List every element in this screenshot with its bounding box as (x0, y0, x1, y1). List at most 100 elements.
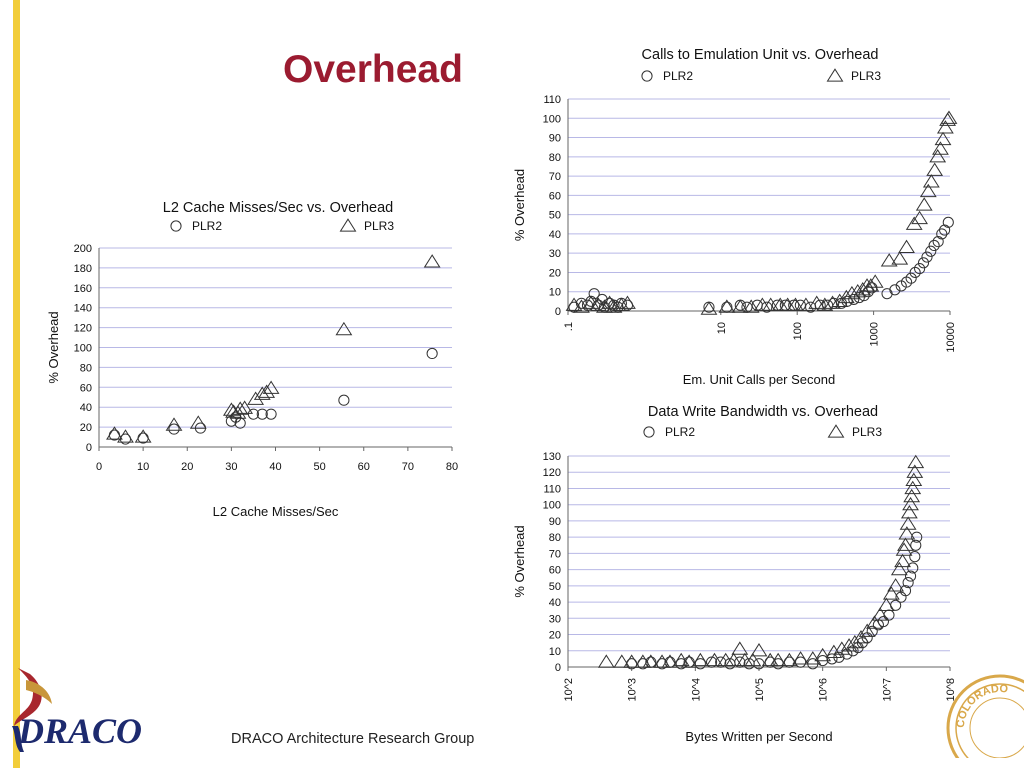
chart-bw-legend-marker-plr2 (643, 426, 655, 438)
chart-bw-point-plr2 (909, 551, 921, 563)
chart-emu-legend-label-plr2: PLR2 (663, 69, 693, 83)
chart-emu-ylabel: % Overhead (512, 169, 527, 241)
chart-bw-point-plr2 (910, 539, 922, 551)
chart-bw-point-plr3 (706, 652, 723, 667)
chart-emu-point-plr2 (921, 251, 933, 263)
chart-bw-point-plr3 (672, 652, 690, 667)
chart-bw-point-plr3 (750, 643, 768, 657)
chart-bw-point-plr2 (904, 570, 917, 582)
chart-l2-point-plr3 (231, 401, 249, 415)
chart-bw-point-plr3 (792, 651, 810, 665)
chart-emu-point-plr3 (926, 162, 944, 176)
chart-emu-point-plr3 (911, 210, 929, 225)
chart-bw-point-plr3 (903, 488, 921, 503)
chart-l2-point-plr2 (265, 408, 277, 420)
chart-bw-legend-label-plr3: PLR3 (852, 425, 882, 439)
chart-bw-point-plr3 (642, 654, 660, 668)
chart-emu-point-plr2 (942, 216, 954, 228)
chart-bw-ytick-label: 60 (549, 565, 561, 577)
chart-bw-point-plr2 (706, 656, 718, 668)
chart-emu-point-plr3 (843, 285, 861, 300)
chart-bw-xtick-label: 10^6 (818, 678, 830, 702)
chart-bw-ytick-label: 100 (543, 500, 561, 512)
chart-l2-point-plr3 (247, 391, 265, 405)
chart-emu-point-plr2 (853, 291, 865, 304)
chart-emu-legend-label-plr3: PLR3 (851, 69, 881, 83)
chart-l2-point-plr2 (338, 394, 350, 406)
chart-emu-point-plr2 (848, 293, 860, 306)
chart-emu-point-plr3 (915, 197, 933, 211)
chart-l2-ytick-label: 180 (74, 263, 92, 275)
chart-l2-xtick-label: 10 (137, 461, 149, 473)
chart-emu-xtick-label: 10000 (945, 322, 957, 353)
chart-bw-point-plr3 (780, 652, 798, 667)
chart-l2-ytick-label: 60 (80, 382, 92, 394)
chart-bw-point-plr2 (902, 577, 914, 589)
chart-emu-point-plr2 (866, 282, 878, 294)
seal-icon: COLORADO (946, 674, 1024, 758)
chart-l2-xtick-label: 80 (446, 461, 458, 473)
chart-bw-series-plr2 (626, 531, 923, 670)
chart-emu-ytick-label: 100 (543, 113, 561, 125)
chart-emu-point-plr2 (881, 288, 893, 300)
chart-emu-ytick-label: 10 (549, 287, 561, 299)
chart-l2-point-plr3 (225, 404, 242, 418)
chart-emulation-calls: Calls to Emulation Unit vs. Overhead PLR2… (510, 40, 970, 395)
slide-title: Overhead (283, 48, 463, 91)
chart-l2-point-plr2 (137, 432, 149, 444)
chart-l2-series-plr3 (106, 254, 441, 443)
chart-l2-point-plr3 (117, 429, 134, 443)
chart-emu-point-plr3 (700, 301, 718, 315)
chart-emu-point-plr2 (914, 263, 926, 275)
chart-emu-point-plr3 (919, 183, 937, 198)
chart-bw-point-plr3 (902, 496, 919, 511)
chart-emu-point-plr3 (596, 299, 613, 313)
chart-l2-xtick-label: 40 (269, 461, 281, 473)
chart-bw-ytick-label: 30 (549, 613, 561, 625)
chart-emu-point-plr3 (808, 295, 826, 309)
chart-l2-xlabel: L2 Cache Misses/Sec (213, 504, 339, 519)
chart-emu-point-plr2 (588, 288, 600, 300)
chart-emu-point-plr3 (601, 295, 618, 309)
chart-bw-point-plr3 (907, 454, 925, 469)
chart-bw-ytick-label: 40 (549, 597, 561, 609)
chart-emu-ytick-label: 80 (549, 152, 561, 164)
chart-l2-ytick-label: 120 (74, 323, 92, 335)
chart-bw-point-plr3 (680, 654, 698, 668)
chart-emu-point-plr3 (565, 297, 583, 311)
chart-bw-point-plr3 (852, 630, 870, 644)
chart-emu-point-plr2 (936, 228, 948, 240)
chart-bw-point-plr3 (814, 647, 832, 662)
chart-emu-point-plr3 (854, 282, 872, 296)
chart-l2-ytick-label: 80 (80, 362, 92, 374)
chart-emu-point-plr3 (862, 278, 880, 292)
chart-bw-point-plr3 (661, 654, 679, 668)
chart-emu-point-plr2 (925, 245, 937, 257)
chart-emu-point-plr3 (753, 297, 771, 311)
chart-emu-point-plr2 (928, 239, 940, 252)
chart-emu-legend-marker-plr2 (641, 70, 653, 82)
chart-bw-point-plr3 (890, 561, 908, 576)
chart-emu-ytick-label: 0 (555, 306, 561, 318)
chart-l2-title: L2 Cache Misses/Sec vs. Overhead (163, 200, 394, 216)
chart-emu-xtick-label: 10 (716, 322, 728, 334)
chart-l2-legend-label-plr2: PLR2 (192, 219, 222, 233)
chart-emu-title: Calls to Emulation Unit vs. Overhead (642, 47, 879, 63)
chart-bw-ytick-label: 50 (549, 581, 561, 593)
chart-l2-ytick-label: 20 (80, 422, 92, 434)
chart-l2-ytick-label: 100 (74, 343, 92, 355)
chart-bw-point-plr3 (904, 480, 922, 495)
chart-emu-point-plr3 (866, 274, 884, 288)
chart-bw-point-plr3 (840, 638, 858, 652)
chart-bw-point-plr3 (597, 654, 615, 668)
chart-bw-xtick-label: 10^4 (690, 678, 702, 702)
chart-emu-point-plr3 (880, 253, 898, 267)
chart-emu-point-plr3 (787, 297, 804, 311)
chart-l2-point-plr3 (335, 321, 353, 336)
chart-bw-point-plr2 (826, 653, 838, 665)
footer-text: DRACO Architecture Research Group (231, 731, 475, 747)
chart-l2-legend-label-plr3: PLR3 (364, 219, 394, 233)
chart-l2-point-plr3 (258, 384, 276, 398)
chart-l2-ytick-label: 40 (80, 402, 92, 414)
chart-emu-xtick-label: 1000 (869, 322, 881, 346)
